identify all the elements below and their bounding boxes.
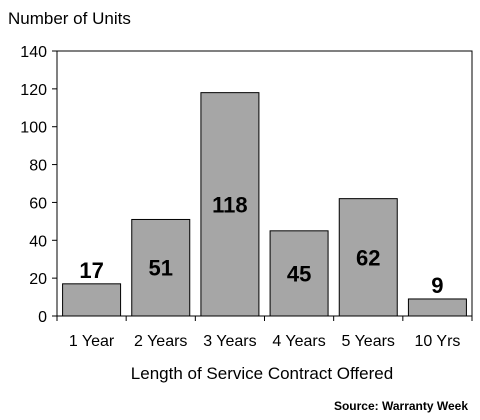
y-tick-label: 120	[20, 82, 47, 99]
data-label: 9	[431, 273, 443, 298]
bar-10-yrs	[407, 298, 467, 317]
source-note: Source: Warranty Week	[334, 399, 468, 413]
y-tick-label: 0	[38, 309, 47, 326]
x-category-label: 1 Year	[69, 333, 115, 350]
plot-frame	[56, 50, 473, 317]
y-tick-label: 20	[29, 271, 47, 288]
y-axis-title: Number of Units	[8, 9, 131, 28]
x-axis-title: Length of Service Contract Offered	[131, 364, 393, 383]
y-tick-label: 60	[29, 195, 47, 212]
x-category-label: 5 Years	[342, 333, 395, 350]
data-label: 51	[149, 256, 173, 281]
bar-5-years	[338, 198, 398, 317]
data-label: 118	[212, 192, 248, 217]
x-category-label: 3 Years	[203, 333, 256, 350]
y-tick-label: 80	[29, 158, 47, 175]
y-tick-label: 140	[20, 44, 47, 61]
data-label: 45	[287, 261, 311, 286]
x-category-label: 4 Years	[272, 333, 325, 350]
x-category-label: 2 Years	[134, 333, 187, 350]
data-label: 62	[356, 245, 380, 270]
bar-2-years	[131, 218, 191, 317]
bar-1-year	[62, 283, 122, 317]
plot-area: 0 20 40 60 80 100 120 140 17 1 Year 51 2 Years 118 3 …	[20, 44, 473, 350]
bar-3-years	[200, 92, 260, 317]
y-tick-label: 100	[20, 120, 47, 137]
x-category-label: 10 Yrs	[414, 333, 460, 350]
y-tick-label: 40	[29, 233, 47, 250]
bar-4-years	[269, 230, 329, 317]
data-label: 17	[79, 258, 103, 283]
